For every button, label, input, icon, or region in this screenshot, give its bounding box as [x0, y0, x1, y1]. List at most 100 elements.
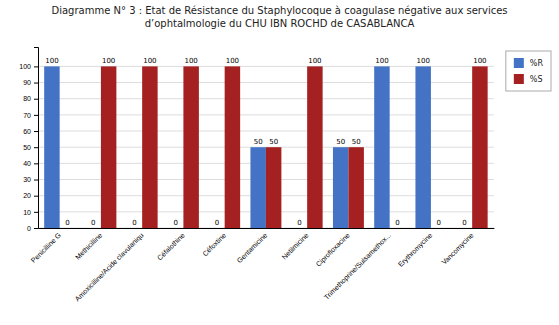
data-label: 100: [375, 57, 388, 65]
y-tick-mark: [34, 180, 38, 181]
y-tick-label: 0: [27, 225, 31, 232]
x-tick: Erythromycine: [397, 228, 434, 269]
bar: [168, 228, 183, 229]
data-label: 0: [173, 219, 177, 227]
data-label: 0: [132, 219, 136, 227]
data-label: 100: [226, 57, 239, 65]
legend-swatch: [514, 58, 524, 68]
y-tick-label: 30: [23, 176, 31, 183]
y-tick: 60: [23, 128, 38, 135]
chart-svg: Diagramme N° 3 : Etat de Résistance du S…: [0, 0, 559, 325]
bars: [44, 66, 487, 228]
y-tick-mark: [34, 147, 38, 148]
chart-title-line: Diagramme N° 3 : Etat de Résistance du S…: [51, 5, 507, 16]
x-tick-label: Vancomycine: [440, 231, 475, 266]
y-tick-mark: [34, 196, 38, 197]
legend-label: %S: [530, 75, 543, 84]
y-tick: 90: [23, 79, 38, 86]
x-tick: Céfoxtine: [201, 228, 227, 257]
x-axis-line: [39, 228, 495, 229]
y-tick-mark: [34, 163, 38, 164]
bar: [225, 66, 240, 228]
y-tick: 80: [23, 95, 38, 102]
bar: [209, 228, 224, 229]
legend-label: %R: [530, 59, 544, 68]
data-label: 50: [352, 138, 361, 146]
data-label: 100: [184, 57, 197, 65]
legend-item: %R: [514, 58, 544, 68]
y-tick: 40: [23, 160, 38, 167]
data-label: 0: [215, 219, 219, 227]
data-label: 100: [308, 57, 321, 65]
bar: [266, 147, 281, 228]
bar: [127, 228, 142, 229]
bar: [472, 66, 487, 228]
plot-area: 0 10 20 30 40 50 60 70 80 90 100 Penicilline G Methi…: [19, 48, 494, 304]
y-axis: 0 10 20 30 40 50 60 70 80 90 100: [19, 48, 38, 232]
data-label: 100: [143, 57, 156, 65]
data-label: 0: [436, 219, 440, 227]
y-tick-mark: [34, 66, 38, 67]
y-tick: 50: [23, 144, 38, 151]
x-tick: Trimethoprine/Sulsamethox...: [323, 228, 393, 302]
y-tick-mark: [34, 228, 38, 229]
chart-container: Diagramme N° 3 : Etat de Résistance du S…: [0, 0, 559, 325]
bar: [374, 66, 389, 228]
data-label: 0: [297, 219, 301, 227]
x-tick-label: Gentamicine: [236, 231, 269, 264]
bar: [250, 147, 265, 228]
x-tick: Gentamicine: [236, 228, 269, 264]
legend: %R %S: [506, 51, 551, 91]
bar: [348, 147, 363, 228]
y-tick-label: 100: [19, 63, 31, 70]
y-tick-label: 90: [23, 79, 31, 86]
x-tick-label: Amoxicilline/Acide clavulaniqu: [74, 231, 146, 303]
chart-title: Diagramme N° 3 : Etat de Résistance du S…: [51, 5, 507, 29]
bar: [60, 228, 75, 229]
y-tick: 0: [27, 225, 38, 232]
y-tick-label: 20: [23, 192, 31, 199]
data-label: 100: [45, 57, 58, 65]
y-tick-label: 70: [23, 112, 31, 119]
legend-item: %S: [514, 74, 543, 84]
data-label: 0: [462, 219, 466, 227]
bar: [390, 228, 405, 229]
x-tick: Vancomycine: [440, 228, 475, 267]
x-tick-label: Trimethoprine/Sulsamethox...: [323, 231, 393, 301]
bar: [101, 66, 116, 228]
data-label: 0: [91, 219, 95, 227]
bar-series: [101, 66, 488, 228]
data-label: 100: [102, 57, 115, 65]
bar: [431, 228, 446, 229]
legend-swatch: [514, 74, 524, 84]
y-tick-mark: [34, 115, 38, 116]
y-tick: 100: [19, 63, 38, 70]
y-tick-label: 40: [23, 160, 31, 167]
data-label: 0: [395, 219, 399, 227]
bar: [44, 66, 59, 228]
y-tick-mark: [34, 131, 38, 132]
x-tick-label: Céfoxtine: [201, 231, 227, 257]
x-tick: Penicilline G: [30, 228, 62, 264]
y-tick-label: 10: [23, 209, 31, 216]
x-tick: Methicilline: [74, 228, 104, 261]
bar: [142, 66, 157, 228]
x-tick: Amoxicilline/Acide clavulaniqu: [74, 228, 146, 303]
y-tick: 70: [23, 112, 38, 119]
bar: [457, 228, 472, 229]
data-label: 50: [269, 138, 278, 146]
bar: [415, 66, 430, 228]
x-tick-label: Methicilline: [74, 231, 104, 261]
legend-frame: [506, 51, 551, 91]
x-axis: Penicilline G MethicillineAmoxicilline/Ac…: [30, 228, 495, 303]
x-tick-label: Netilmicine: [280, 231, 309, 260]
x-tick: Ciprofloxacine: [315, 228, 352, 269]
x-tick-label: Ciprofloxacine: [315, 231, 352, 268]
bar: [307, 66, 322, 228]
data-label: 0: [65, 219, 69, 227]
grid: [38, 66, 494, 228]
bar-series: [44, 66, 431, 228]
data-label: 50: [254, 138, 263, 146]
y-tick-label: 80: [23, 95, 31, 102]
chart-title-line: d’ophtalmologie du CHU IBN ROCHD de CASA…: [145, 18, 415, 29]
